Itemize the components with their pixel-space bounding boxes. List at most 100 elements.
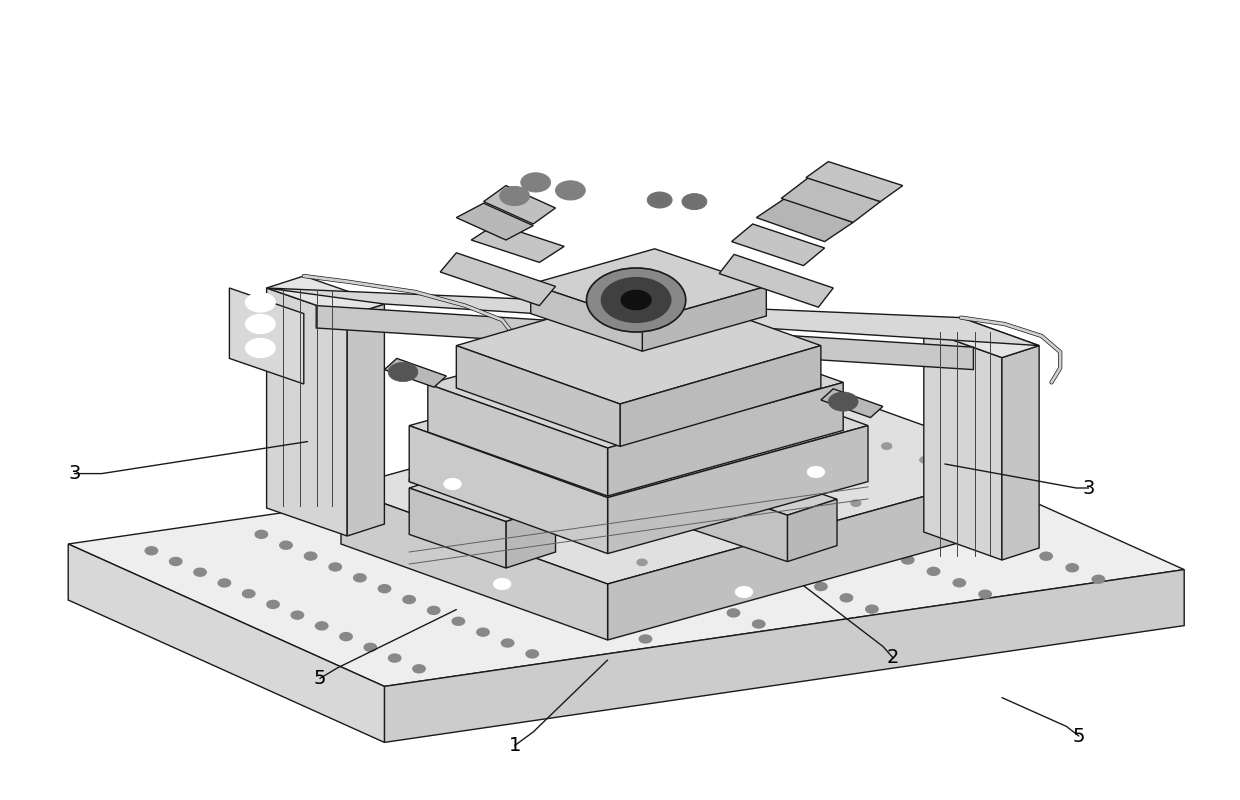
Polygon shape [341, 488, 608, 640]
Circle shape [825, 522, 837, 530]
Circle shape [729, 388, 739, 394]
Text: 2: 2 [887, 648, 899, 667]
Circle shape [218, 579, 231, 587]
Circle shape [403, 595, 415, 603]
Polygon shape [68, 544, 384, 742]
Circle shape [315, 622, 327, 630]
Circle shape [843, 429, 853, 435]
Circle shape [841, 594, 853, 602]
Polygon shape [608, 426, 868, 554]
Circle shape [677, 586, 689, 594]
Circle shape [243, 590, 255, 598]
Circle shape [706, 516, 715, 522]
Circle shape [1040, 552, 1053, 560]
Circle shape [753, 620, 765, 628]
Text: 1: 1 [508, 736, 521, 755]
Circle shape [575, 542, 588, 550]
Text: 3: 3 [1083, 478, 1095, 498]
Circle shape [485, 504, 495, 510]
Polygon shape [620, 346, 821, 446]
Circle shape [353, 574, 366, 582]
Polygon shape [384, 570, 1184, 742]
Polygon shape [347, 304, 384, 536]
Polygon shape [608, 466, 1035, 640]
Polygon shape [484, 186, 556, 224]
Polygon shape [787, 499, 837, 562]
Circle shape [388, 362, 418, 382]
Circle shape [1066, 564, 1079, 572]
Circle shape [304, 552, 316, 560]
Circle shape [959, 470, 968, 477]
Circle shape [621, 290, 651, 310]
Circle shape [551, 531, 563, 539]
Circle shape [280, 542, 293, 550]
Circle shape [564, 602, 577, 610]
Circle shape [661, 431, 671, 438]
Polygon shape [642, 286, 766, 351]
Circle shape [626, 564, 639, 572]
Polygon shape [1002, 346, 1039, 560]
Circle shape [428, 606, 440, 614]
Circle shape [1014, 541, 1027, 549]
Circle shape [789, 571, 801, 579]
Circle shape [589, 613, 601, 621]
Circle shape [521, 173, 551, 192]
Circle shape [408, 477, 418, 483]
Circle shape [637, 559, 647, 566]
Circle shape [866, 605, 878, 613]
Circle shape [539, 591, 552, 599]
Circle shape [246, 338, 275, 358]
Polygon shape [409, 488, 506, 568]
Circle shape [556, 181, 585, 200]
Polygon shape [267, 276, 384, 316]
Polygon shape [267, 288, 347, 536]
Circle shape [702, 598, 714, 606]
Polygon shape [384, 358, 446, 387]
Circle shape [591, 474, 601, 481]
Polygon shape [456, 287, 821, 404]
Polygon shape [341, 370, 1035, 584]
Polygon shape [409, 354, 868, 498]
Circle shape [851, 500, 861, 506]
Circle shape [815, 582, 827, 590]
Circle shape [465, 558, 477, 566]
Circle shape [813, 486, 823, 493]
Polygon shape [688, 466, 837, 515]
Circle shape [775, 473, 785, 479]
Circle shape [560, 532, 570, 538]
Polygon shape [924, 330, 1002, 560]
Circle shape [515, 580, 527, 588]
Circle shape [849, 533, 862, 541]
Circle shape [490, 569, 502, 577]
Circle shape [378, 585, 391, 593]
Polygon shape [409, 426, 608, 554]
Circle shape [630, 488, 640, 494]
Circle shape [622, 418, 632, 424]
Circle shape [601, 554, 614, 562]
Circle shape [1092, 575, 1105, 583]
Circle shape [388, 654, 401, 662]
Circle shape [267, 601, 279, 609]
Circle shape [145, 546, 157, 554]
Circle shape [651, 575, 665, 583]
Polygon shape [456, 203, 533, 240]
Circle shape [737, 458, 746, 465]
Polygon shape [428, 318, 843, 448]
Polygon shape [924, 318, 1039, 358]
Circle shape [246, 314, 275, 334]
Circle shape [640, 635, 652, 643]
Polygon shape [456, 346, 620, 446]
Circle shape [698, 445, 708, 451]
Polygon shape [409, 472, 556, 522]
Circle shape [727, 609, 739, 617]
Polygon shape [506, 506, 556, 568]
Polygon shape [719, 254, 833, 307]
Circle shape [391, 525, 403, 533]
Circle shape [170, 558, 182, 566]
Circle shape [601, 278, 671, 322]
Circle shape [365, 643, 377, 651]
Circle shape [882, 443, 892, 450]
Circle shape [713, 538, 725, 546]
Circle shape [668, 502, 678, 509]
Text: 3: 3 [68, 464, 81, 483]
